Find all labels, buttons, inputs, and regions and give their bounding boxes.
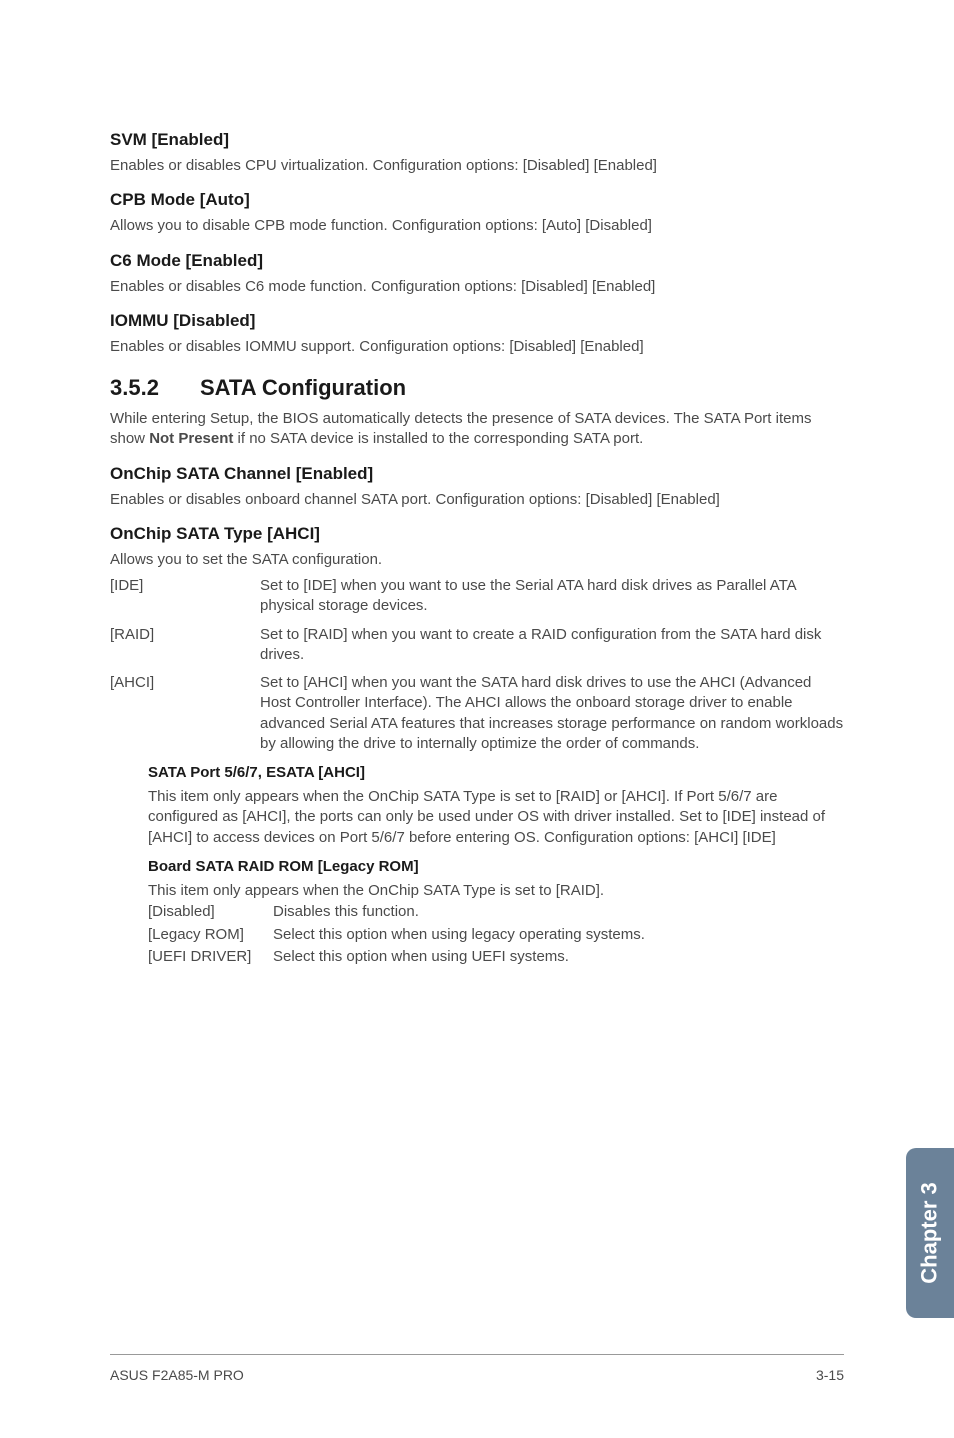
footer-page-number: 3-15 [816,1367,844,1383]
option-desc: Set to [IDE] when you want to use the Se… [260,576,844,617]
body-c6: Enables or disables C6 mode function. Co… [110,277,844,297]
page-footer: ASUS F2A85-M PRO 3-15 [110,1354,844,1383]
body-iommu: Enables or disables IOMMU support. Confi… [110,337,844,357]
heading-svm: SVM [Enabled] [110,130,844,150]
option-desc: Set to [RAID] when you want to create a … [260,625,844,666]
body-svm: Enables or disables CPU virtualization. … [110,156,844,176]
option-term: [Legacy ROM] [148,924,273,947]
option-row-raid: [RAID] Set to [RAID] when you want to cr… [110,625,844,666]
text-bold: Not Present [149,430,233,447]
page-content: SVM [Enabled] Enables or disables CPU vi… [0,0,954,969]
heading-iommu: IOMMU [Disabled] [110,311,844,331]
option-desc: Select this option when using legacy ope… [273,924,844,947]
option-desc: Set to [AHCI] when you want the SATA har… [260,673,844,754]
body-sata-port: This item only appears when the OnChip S… [148,787,844,848]
option-row-ide: [IDE] Set to [IDE] when you want to use … [110,576,844,617]
heading-onchip-type: OnChip SATA Type [AHCI] [110,524,844,544]
option-term: [IDE] [110,576,260,617]
chapter-tab: Chapter 3 [906,1148,954,1318]
heading-sata-port: SATA Port 5/6/7, ESATA [AHCI] [148,764,844,781]
body-onchip-type-intro: Allows you to set the SATA configuration… [110,550,844,570]
option-term: [AHCI] [110,673,260,754]
option-desc: Select this option when using UEFI syste… [273,946,844,969]
heading-sata-config: 3.5.2SATA Configuration [110,375,844,401]
option-term: [UEFI DRIVER] [148,946,273,969]
body-cpb: Allows you to disable CPB mode function.… [110,216,844,236]
heading-onchip-channel: OnChip SATA Channel [Enabled] [110,464,844,484]
heading-board-raid: Board SATA RAID ROM [Legacy ROM] [148,858,844,875]
sub-section: SATA Port 5/6/7, ESATA [AHCI] This item … [110,764,844,969]
chapter-tab-label: Chapter 3 [917,1182,943,1283]
footer-product: ASUS F2A85-M PRO [110,1367,244,1383]
option-row-legacy: [Legacy ROM] Select this option when usi… [148,924,844,947]
section-title: SATA Configuration [200,375,406,400]
option-row-disabled: [Disabled] Disables this function. [148,901,844,924]
heading-c6: C6 Mode [Enabled] [110,251,844,271]
option-desc: Disables this function. [273,901,844,924]
section-number: 3.5.2 [110,375,200,401]
option-term: [RAID] [110,625,260,666]
option-term: [Disabled] [148,901,273,924]
option-row-uefi: [UEFI DRIVER] Select this option when us… [148,946,844,969]
text-fragment: if no SATA device is installed to the co… [233,430,643,447]
body-onchip-channel: Enables or disables onboard channel SATA… [110,490,844,510]
heading-cpb: CPB Mode [Auto] [110,190,844,210]
body-board-raid-intro: This item only appears when the OnChip S… [148,881,844,901]
option-row-ahci: [AHCI] Set to [AHCI] when you want the S… [110,673,844,754]
body-sata-intro: While entering Setup, the BIOS automatic… [110,409,844,450]
